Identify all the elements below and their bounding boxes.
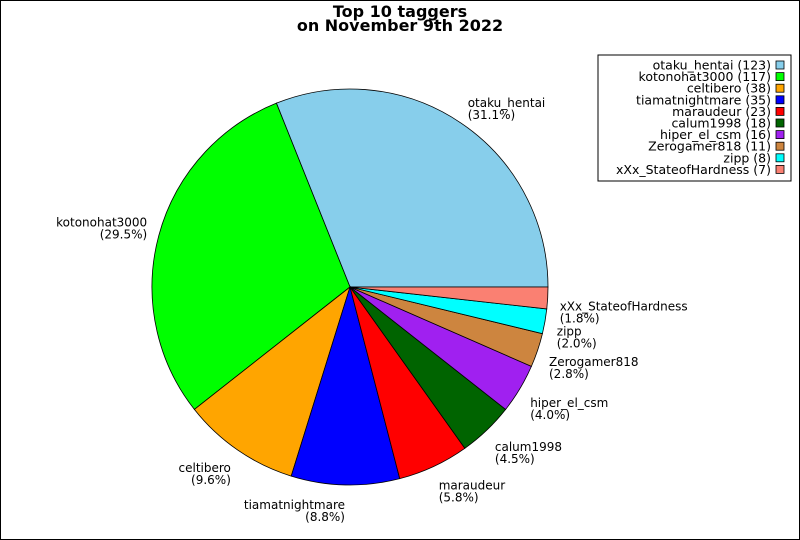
legend-swatch [775, 118, 785, 128]
pie-slice-tiamatnightmare [290, 285, 401, 486]
legend-entry: calum1998 (18) [671, 116, 771, 131]
slice-label-name: xXx_StateofHardness [560, 300, 688, 314]
legend-entry: hiper_el_csm (16) [660, 127, 771, 142]
slice-label-percent: (29.5%) [100, 228, 147, 242]
legend-entry: xXx_StateofHardness (7) [616, 162, 771, 177]
legend-swatch [775, 107, 785, 116]
legend-swatch [775, 164, 785, 174]
slice-label-percent: (1.8%) [560, 312, 600, 326]
pie-slice-kotonohat3000 [151, 102, 351, 410]
legend-entry: celtibero (38) [687, 81, 771, 96]
slice-label-name: maraudeur [439, 478, 506, 492]
slice-labels: otaku_hentai(31.1%) kotonohat3000(29.5%) c… [56, 96, 688, 524]
chart-title: Top 10 taggers on November 9th 2022 [297, 2, 503, 35]
slice-label-percent: (5.8%) [439, 490, 479, 504]
slice-label-percent: (4.5%) [495, 452, 535, 466]
slice-label-name: zipp [557, 325, 582, 339]
slice-label-percent: (9.6%) [191, 473, 231, 487]
slice-label-name: calum1998 [495, 440, 562, 454]
pie-slice-otaku-hentai [275, 88, 549, 288]
slice-label-name: otaku_hentai [468, 96, 546, 110]
legend-swatch [775, 141, 785, 151]
slice-label-percent: (4.0%) [530, 408, 570, 422]
slice-label-percent: (2.8%) [549, 367, 589, 381]
legend-swatch [775, 72, 785, 81]
legend-swatch [775, 60, 785, 70]
pie-slices [151, 88, 549, 486]
slice-label-name: hiper_el_csm [530, 396, 608, 410]
legend-swatch [775, 153, 785, 163]
pie-slice-celtibero [193, 285, 351, 477]
chart-title-line-2: on November 9th 2022 [297, 16, 503, 35]
slice-label-percent: (2.0%) [557, 337, 597, 351]
slice-label-name: Zerogamer818 [549, 355, 639, 369]
legend-entry: tiamatnightmare (35) [636, 92, 771, 107]
legend: otaku_hentai (123)kotonohat3000 (117)cel… [597, 54, 792, 182]
legend-entry: kotonohat3000 (117) [639, 69, 771, 84]
legend-swatch [775, 83, 785, 93]
legend-swatch [775, 95, 785, 105]
legend-entry: maraudeur (23) [672, 104, 771, 119]
legend-entry: zipp (8) [723, 150, 771, 165]
slice-label-name: tiamatnightmare [244, 498, 345, 512]
pie-slice-xxx-stateofhardness [349, 286, 549, 310]
slice-label-percent: (8.8%) [305, 510, 345, 524]
legend-entry: otaku_hentai (123) [653, 58, 771, 73]
chart-title-line-1: Top 10 taggers [333, 2, 467, 21]
legend-swatch [775, 130, 785, 140]
slice-label-percent: (31.1%) [468, 108, 515, 122]
legend-entry: Zerogamer818 (11) [648, 139, 771, 154]
legend-box [597, 54, 792, 182]
slice-label-name: kotonohat3000 [56, 216, 147, 230]
slice-label-name: celtibero [179, 461, 231, 475]
